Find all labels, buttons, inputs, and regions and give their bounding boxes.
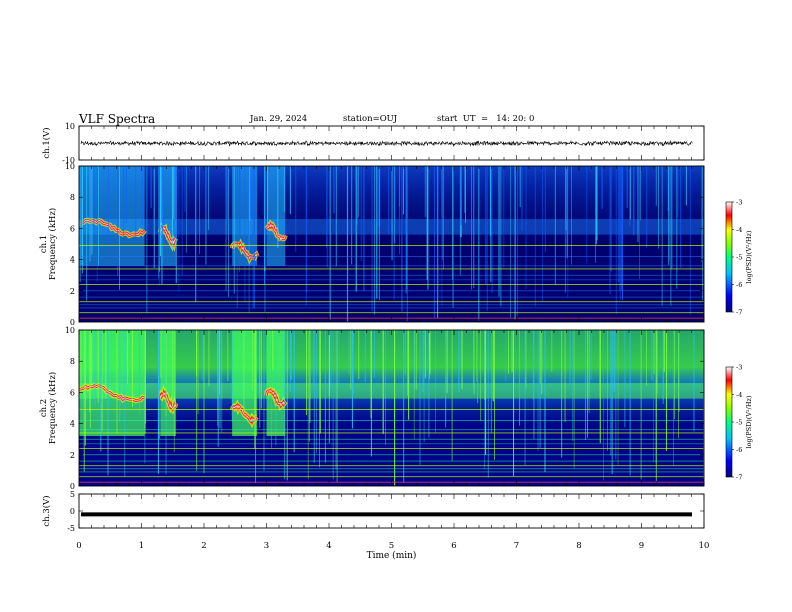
ch1-spec-ylabel: ch.1Frequency (kHz)	[39, 208, 58, 280]
ch1-colorbar: -3 -4 -5 -6 -7 log(PSD)(V²/Hz)	[725, 199, 753, 317]
ch2-colorbar-tick: -4	[736, 391, 742, 399]
ch2-spec-burst-1	[160, 330, 176, 437]
x-tick-label: 8	[576, 541, 581, 551]
ch1-colorbar-tick: -3	[736, 199, 742, 207]
ch2-spec-ytick-label: 10	[65, 326, 75, 335]
ch3-ytick-label: -5	[67, 524, 75, 533]
x-axis-label: Time (min)	[367, 550, 417, 561]
ch2-spec-ytick-label: 6	[70, 388, 75, 397]
ch2-colorbar-label: log(PSD)(V²/Hz)	[745, 395, 753, 448]
ch1-colorbar-tick: -6	[736, 281, 742, 289]
ch1-spec-ytick-label: 0	[70, 318, 75, 327]
ch3-ytick-label: 5	[70, 490, 75, 499]
x-tick-label: 5	[389, 541, 394, 551]
ch2-spec-ytick-label: 4	[70, 420, 75, 429]
ch2-spec-ytick-label: 2	[70, 451, 75, 460]
ch2-spec-ytick-label: 0	[70, 482, 75, 491]
ch1-spec-ytick-label: 2	[70, 287, 75, 296]
ch1-spec-band	[79, 166, 704, 252]
ch3-ytick-label: 0	[70, 507, 75, 516]
ch1-colorbar-label: log(PSD)(V²/Hz)	[745, 230, 753, 283]
ch1-waveform-ylabel: ch.1(V)	[41, 127, 52, 158]
x-tick-label: 7	[514, 541, 519, 551]
ch1-spec-ytick-label: 10	[65, 162, 75, 171]
ch1-ytick-label: -10	[62, 156, 75, 165]
x-tick-label: 1	[139, 541, 144, 551]
ch1-waveform-trace	[80, 139, 693, 147]
ch2-colorbar: -3 -4 -5 -6 -7 log(PSD)(V²/Hz)	[725, 364, 753, 482]
ch1-spec-ytick-label: 4	[70, 256, 75, 265]
ch1-ytick-label: 10	[65, 122, 75, 131]
chart-title: VLF Spectra	[79, 112, 156, 126]
ch2-colorbar-tick: -5	[736, 419, 742, 427]
ch1-colorbar-tick: -4	[736, 226, 742, 234]
ch2-spectrogram-panel: 0 2 4 6 8 10 ch.2Frequency (kHz)	[39, 326, 705, 491]
ch3-waveform-panel: 5 0 -5 ch.3(V)	[41, 490, 705, 533]
ch1-spec-burst-0	[79, 166, 145, 266]
x-tick-label: 6	[451, 541, 456, 551]
start-ut-label: start UT = 14: 20: 0	[437, 114, 535, 124]
ch1-spec-ytick-label: 6	[70, 224, 75, 233]
ch1-waveform-panel: 10 -10 ch.1(V)	[41, 122, 705, 165]
ch2-colorbar-bar	[725, 366, 733, 478]
x-tick-label: 4	[326, 541, 331, 551]
ch3-waveform-frame	[78, 493, 705, 529]
ch2-spec-ylabel: ch.2Frequency (kHz)	[39, 372, 58, 444]
date-label: Jan. 29, 2024	[250, 114, 308, 124]
x-tick-label: 3	[264, 541, 269, 551]
station-label: station=OUJ	[343, 114, 398, 124]
x-tick-label: 10	[699, 541, 710, 551]
ch2-spec-ytick-label: 8	[70, 357, 75, 366]
x-tick-label: 9	[639, 541, 644, 551]
ch2-spec-burst-0	[79, 330, 145, 437]
ch1-colorbar-bar	[725, 201, 733, 313]
ch1-colorbar-tick: -7	[736, 309, 742, 317]
ch2-colorbar-tick: -3	[736, 364, 742, 372]
ch1-colorbar-tick: -5	[736, 254, 742, 262]
ch3-waveform-ylabel: ch.3(V)	[41, 495, 52, 526]
ch2-colorbar-tick: -7	[736, 474, 742, 482]
time-axis: 0 1 2 3 4 5 6 7 8 9 10 Time (min)	[76, 541, 709, 561]
ch1-spec-burst-3	[266, 166, 286, 266]
x-tick-label: 2	[201, 541, 206, 551]
x-tick-label: 0	[76, 541, 81, 551]
ch1-spec-ytick-label: 8	[70, 193, 75, 202]
ch1-spectrogram-panel: 0 2 4 6 8 10 ch.1Frequency (kHz)	[39, 162, 705, 327]
ch2-colorbar-tick: -6	[736, 446, 742, 454]
